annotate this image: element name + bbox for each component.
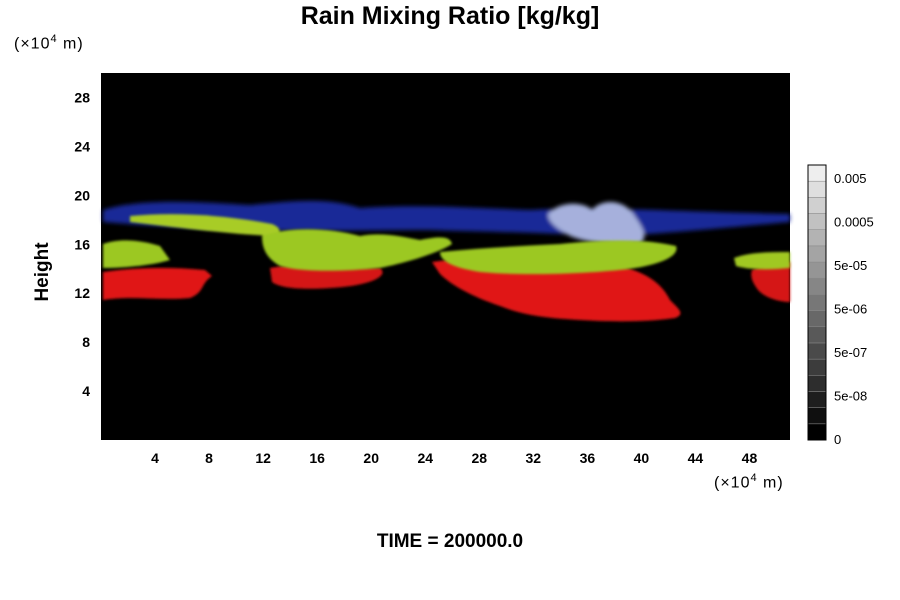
x-tick-label: 24 [417,450,433,466]
colorbar-cell [807,229,827,247]
colorbar-cell [807,407,827,425]
x-axis-unit: (×104 m) [714,472,784,492]
colorbar-cell [807,180,827,198]
colorbar-label: 5e-06 [834,302,867,317]
y-tick-label: 24 [74,138,90,154]
x-tick-label: 12 [255,450,271,466]
colorbar-label: 0.005 [834,171,867,186]
x-tick-label: 16 [309,450,325,466]
colorbar-label: 0.0005 [834,215,874,230]
colorbar-cell [807,213,827,230]
x-tick-label: 36 [580,450,596,466]
x-axis: 4 8 12 16 20 24 28 32 36 40 44 48 [151,450,757,466]
red-region [270,264,383,289]
colorbar-cell [807,358,827,376]
x-tick-label: 48 [742,450,758,466]
colorbar-cell [807,326,827,344]
colorbar-cell [807,375,827,392]
red-layer [103,257,790,322]
colorbar-cell [807,391,827,408]
colorbar: 0.005 0.0005 5e-05 5e-06 5e-07 5e-08 0 [807,164,874,447]
x-tick-label: 4 [151,450,159,466]
yellowgreen-region [103,240,170,268]
x-tick-label: 44 [688,450,704,466]
red-region [432,257,681,322]
red-region [103,267,212,300]
colorbar-cell [807,197,827,214]
y-axis-unit: (×104 m) [14,33,84,53]
yellowgreen-layer [103,214,790,275]
time-label: TIME = 200000.0 [376,531,524,552]
red-region [751,262,790,302]
colorbar-cell [807,342,827,360]
x-tick-label: 8 [205,450,213,466]
x-tick-label: 28 [471,450,487,466]
colorbar-frame [807,164,827,441]
yellowgreen-region [734,252,790,270]
y-tick-label: 12 [74,285,90,301]
x-tick-label: 40 [634,450,650,466]
y-tick-label: 4 [82,383,90,399]
colorbar-label: 5e-05 [834,258,867,273]
y-tick-label: 8 [82,334,90,350]
data-field [103,200,790,322]
y-tick-label: 16 [74,236,90,252]
yellowgreen-region [262,229,452,271]
colorbar-cell [807,277,827,295]
colorbar-label: 5e-07 [834,345,867,360]
colorbar-cell [807,423,827,441]
x-tick-label: 20 [363,450,379,466]
colorbar-cell [807,164,827,182]
chart-title: Rain Mixing Ratio [kg/kg] [300,2,600,30]
lightblue-region [548,202,645,245]
yellowgreen-region [130,214,280,236]
y-tick-label: 20 [74,187,90,203]
colorbar-cell [807,310,827,328]
x-tick-label: 32 [526,450,542,466]
y-axis: 4 8 12 16 20 24 28 [74,89,90,399]
colorbar-label: 0 [834,432,841,447]
colorbar-label: 5e-08 [834,389,867,404]
y-tick-label: 28 [74,89,90,105]
yellowgreen-region [440,240,677,275]
colorbar-cell [807,245,827,263]
colorbar-cell [807,294,827,311]
colorbar-cell [807,261,827,279]
